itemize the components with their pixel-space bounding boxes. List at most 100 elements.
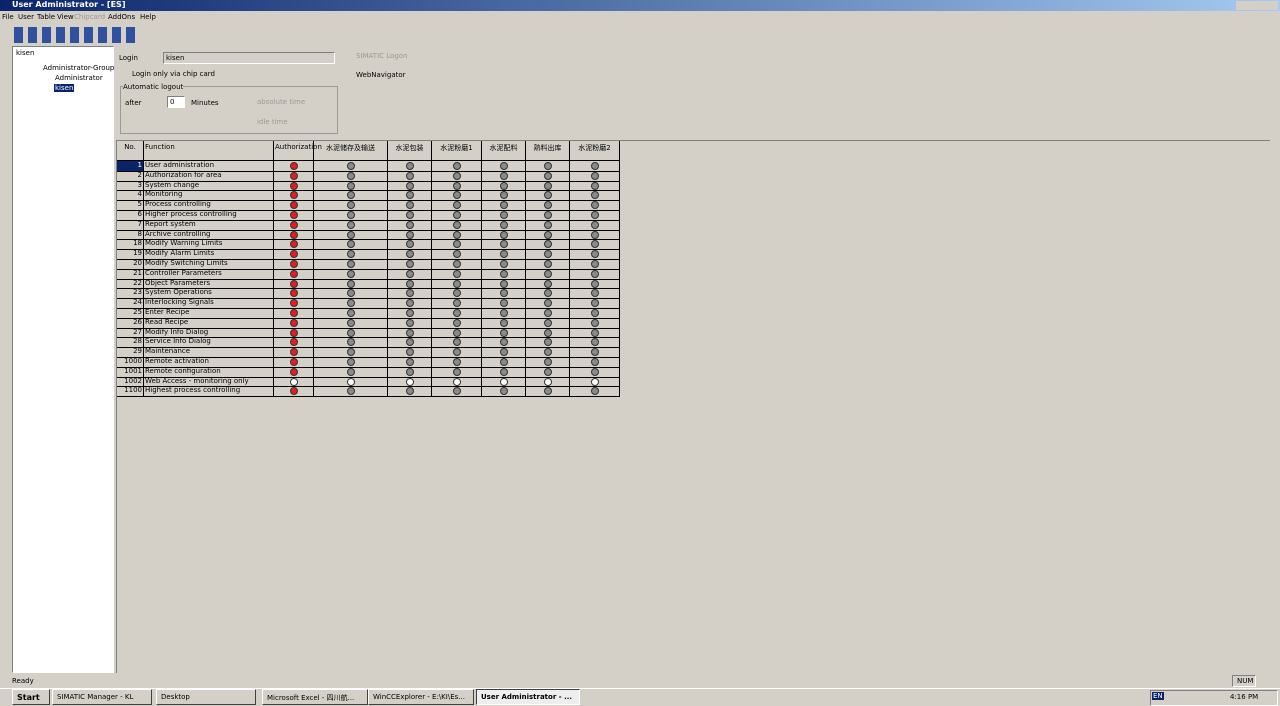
permission-cell[interactable] bbox=[388, 170, 432, 182]
permission-cell[interactable] bbox=[570, 337, 620, 349]
permission-cell[interactable] bbox=[526, 357, 570, 368]
permission-cell[interactable] bbox=[482, 210, 526, 221]
permission-cell[interactable] bbox=[388, 259, 432, 270]
permission-cell[interactable] bbox=[526, 347, 570, 358]
permission-cell[interactable] bbox=[432, 210, 482, 221]
permission-cell[interactable] bbox=[526, 190, 570, 202]
permission-cell[interactable] bbox=[482, 317, 526, 329]
permission-cell[interactable] bbox=[570, 327, 620, 339]
taskbar-button[interactable]: SIMATIC Manager - KL bbox=[52, 689, 152, 705]
permission-cell[interactable] bbox=[274, 327, 314, 339]
permission-cell[interactable] bbox=[274, 210, 314, 221]
permission-cell[interactable] bbox=[482, 259, 526, 270]
permission-cell[interactable] bbox=[388, 288, 432, 300]
permission-cell[interactable] bbox=[314, 357, 388, 368]
permission-cell[interactable] bbox=[526, 376, 570, 388]
permission-cell[interactable] bbox=[274, 190, 314, 202]
permission-cell[interactable] bbox=[432, 386, 482, 398]
permission-cell[interactable] bbox=[388, 308, 432, 319]
idle-radio[interactable]: idle time bbox=[257, 118, 288, 126]
permission-cell[interactable] bbox=[432, 180, 482, 192]
permission-cell[interactable] bbox=[570, 376, 620, 388]
permission-cell[interactable] bbox=[274, 386, 314, 398]
permission-cell[interactable] bbox=[526, 366, 570, 378]
permission-cell[interactable] bbox=[432, 170, 482, 182]
permission-cell[interactable] bbox=[388, 249, 432, 260]
menu-item[interactable]: User bbox=[18, 13, 34, 21]
permission-cell[interactable] bbox=[482, 249, 526, 260]
permission-cell[interactable] bbox=[388, 327, 432, 339]
permission-cell[interactable] bbox=[432, 357, 482, 368]
permission-cell[interactable] bbox=[570, 170, 620, 182]
permission-cell[interactable] bbox=[388, 268, 432, 280]
permission-cell[interactable] bbox=[482, 229, 526, 241]
permission-cell[interactable] bbox=[314, 317, 388, 329]
permission-cell[interactable] bbox=[526, 200, 570, 211]
permission-cell[interactable] bbox=[432, 327, 482, 339]
permission-cell[interactable] bbox=[432, 249, 482, 260]
permission-cell[interactable] bbox=[388, 219, 432, 231]
permission-cell[interactable] bbox=[314, 161, 388, 172]
permission-cell[interactable] bbox=[482, 357, 526, 368]
permission-cell[interactable] bbox=[432, 298, 482, 309]
column-header[interactable]: Authorization bbox=[274, 141, 322, 161]
permission-cell[interactable] bbox=[388, 298, 432, 309]
permission-cell[interactable] bbox=[570, 366, 620, 378]
menu-item[interactable]: Table bbox=[37, 13, 56, 21]
permission-cell[interactable] bbox=[314, 278, 388, 290]
permission-cell[interactable] bbox=[314, 219, 388, 231]
permission-cell[interactable] bbox=[482, 161, 526, 172]
permission-cell[interactable] bbox=[388, 317, 432, 329]
permission-cell[interactable] bbox=[388, 210, 432, 221]
permission-cell[interactable] bbox=[570, 357, 620, 368]
permission-cell[interactable] bbox=[314, 210, 388, 221]
permission-cell[interactable] bbox=[482, 308, 526, 319]
permission-cell[interactable] bbox=[274, 337, 314, 349]
menu-item[interactable]: AddOns bbox=[108, 13, 136, 21]
permission-cell[interactable] bbox=[432, 376, 482, 388]
permission-cell[interactable] bbox=[388, 347, 432, 358]
permission-cell[interactable] bbox=[274, 308, 314, 319]
permission-cell[interactable] bbox=[482, 219, 526, 231]
permission-cell[interactable] bbox=[314, 249, 388, 260]
permission-cell[interactable] bbox=[314, 386, 388, 398]
permission-cell[interactable] bbox=[314, 327, 388, 339]
permission-cell[interactable] bbox=[314, 239, 388, 251]
permission-cell[interactable] bbox=[274, 259, 314, 270]
permission-cell[interactable] bbox=[388, 180, 432, 192]
tree-user[interactable]: Administrator bbox=[55, 74, 103, 82]
permission-cell[interactable] bbox=[432, 308, 482, 319]
permission-cell[interactable] bbox=[482, 327, 526, 339]
column-header[interactable]: 水泥储存及输送 bbox=[314, 141, 388, 161]
permission-cell[interactable] bbox=[526, 229, 570, 241]
permission-cell[interactable] bbox=[570, 200, 620, 211]
permission-cell[interactable] bbox=[482, 170, 526, 182]
permission-cell[interactable] bbox=[432, 278, 482, 290]
permission-cell[interactable] bbox=[388, 366, 432, 378]
permission-cell[interactable] bbox=[274, 317, 314, 329]
permission-cell[interactable] bbox=[570, 259, 620, 270]
permission-cell[interactable] bbox=[482, 298, 526, 309]
column-header[interactable]: Function bbox=[144, 141, 274, 161]
column-header[interactable]: 水泥粉磨1 bbox=[432, 141, 482, 161]
permission-cell[interactable] bbox=[274, 239, 314, 251]
taskbar-button[interactable]: Microsoft Excel - 四川航... bbox=[262, 689, 368, 705]
permission-cell[interactable] bbox=[388, 376, 432, 388]
permission-cell[interactable] bbox=[432, 239, 482, 251]
permission-cell[interactable] bbox=[570, 239, 620, 251]
taskbar-button[interactable]: WinCCExplorer - E:\KI\Es... bbox=[368, 689, 474, 705]
permission-cell[interactable] bbox=[432, 200, 482, 211]
permission-cell[interactable] bbox=[388, 386, 432, 398]
permission-cell[interactable] bbox=[570, 386, 620, 398]
permission-cell[interactable] bbox=[432, 317, 482, 329]
permission-cell[interactable] bbox=[526, 161, 570, 172]
permission-cell[interactable] bbox=[274, 288, 314, 300]
permission-cell[interactable] bbox=[432, 268, 482, 280]
permission-cell[interactable] bbox=[388, 161, 432, 172]
permission-cell[interactable] bbox=[526, 308, 570, 319]
permission-cell[interactable] bbox=[388, 239, 432, 251]
permission-cell[interactable] bbox=[314, 180, 388, 192]
permission-cell[interactable] bbox=[526, 210, 570, 221]
permission-cell[interactable] bbox=[388, 278, 432, 290]
permission-cell[interactable] bbox=[388, 229, 432, 241]
